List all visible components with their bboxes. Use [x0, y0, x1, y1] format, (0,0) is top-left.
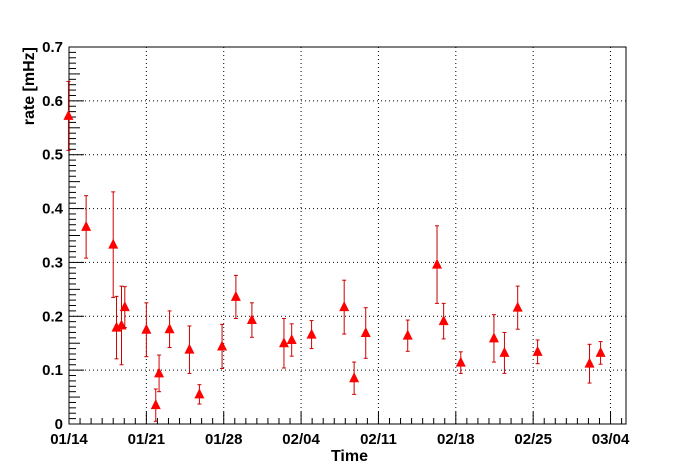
y-tick-label: 0.6 [42, 93, 63, 110]
y-tick-label: 0.7 [42, 39, 63, 56]
triangle-marker [339, 301, 350, 312]
axis-ticks [68, 46, 623, 425]
x-axis-title: Time [331, 448, 368, 465]
triangle-marker [116, 319, 127, 330]
data-point [349, 361, 360, 395]
data-point [164, 310, 175, 349]
data-point [141, 302, 152, 358]
data-point [512, 285, 523, 330]
x-tick-label: 01/21 [128, 431, 166, 448]
data-point [278, 317, 289, 369]
triangle-marker [432, 258, 443, 269]
triangle-marker [164, 323, 175, 334]
data-point [63, 80, 74, 151]
x-tick-label: 01/14 [50, 431, 88, 448]
triangle-marker [278, 337, 289, 348]
triangle-marker [154, 367, 165, 378]
triangle-marker [488, 332, 499, 343]
triangle-marker [286, 333, 297, 344]
triangle-marker [360, 326, 371, 337]
data-point [230, 274, 241, 319]
triangle-marker [512, 301, 523, 312]
y-tick-label: 0.2 [42, 308, 63, 325]
triangle-marker [81, 220, 92, 231]
data-point [246, 302, 257, 338]
triangle-marker [595, 346, 606, 357]
triangle-marker [119, 301, 130, 312]
data-point [595, 341, 606, 365]
triangle-marker [150, 399, 161, 410]
data-point [584, 343, 595, 384]
x-tick-label: 02/18 [437, 431, 475, 448]
data-point [402, 319, 413, 352]
data-point [116, 285, 127, 366]
y-tick-label: 0 [55, 416, 63, 433]
triangle-marker [402, 329, 413, 340]
data-point [432, 225, 443, 304]
x-tick-label: 02/04 [282, 431, 320, 448]
y-tick-label: 0.3 [42, 254, 63, 271]
x-tick-label: 03/04 [592, 431, 630, 448]
triangle-marker [217, 340, 228, 351]
triangle-marker [306, 328, 317, 339]
tick-labels: 0 0.1 0.2 0.3 0.4 0.5 0.6 0.7 01/14 01/21 01/28 02/… [42, 39, 630, 448]
triangle-marker [455, 356, 466, 367]
data-point [150, 388, 161, 422]
triangle-marker [438, 315, 449, 326]
x-tick-label: 02/11 [360, 431, 397, 448]
triangle-marker [141, 323, 152, 334]
data-point [532, 339, 543, 365]
x-tick-label: 02/25 [514, 431, 552, 448]
data-point [360, 307, 371, 359]
data-point [339, 279, 350, 335]
data-point [488, 314, 499, 363]
data-point [499, 331, 510, 374]
data-point [217, 323, 228, 370]
data-point [119, 286, 130, 329]
y-tick-label: 0.5 [42, 147, 63, 164]
data-point [455, 351, 466, 374]
data-point [81, 195, 92, 259]
y-tick-label: 0.4 [42, 201, 64, 218]
data-point [438, 302, 449, 340]
data-point [286, 323, 297, 357]
data-point [184, 325, 195, 374]
triangle-marker [584, 357, 595, 368]
triangle-marker [194, 388, 205, 399]
triangle-marker [184, 343, 195, 354]
triangle-marker [246, 314, 257, 325]
triangle-marker [63, 109, 74, 120]
triangle-marker [349, 372, 360, 383]
data-point [194, 384, 205, 405]
x-tick-label: 01/28 [205, 431, 243, 448]
triangle-marker [230, 290, 241, 301]
y-tick-label: 0.1 [42, 362, 63, 379]
triangle-marker [532, 345, 543, 356]
triangle-marker [108, 238, 119, 249]
data-point [154, 354, 165, 393]
data-point [306, 320, 317, 350]
data-point [108, 191, 119, 298]
data-points [63, 80, 606, 422]
triangle-marker [499, 346, 510, 357]
y-axis-title: rate [mHz] [21, 47, 38, 125]
